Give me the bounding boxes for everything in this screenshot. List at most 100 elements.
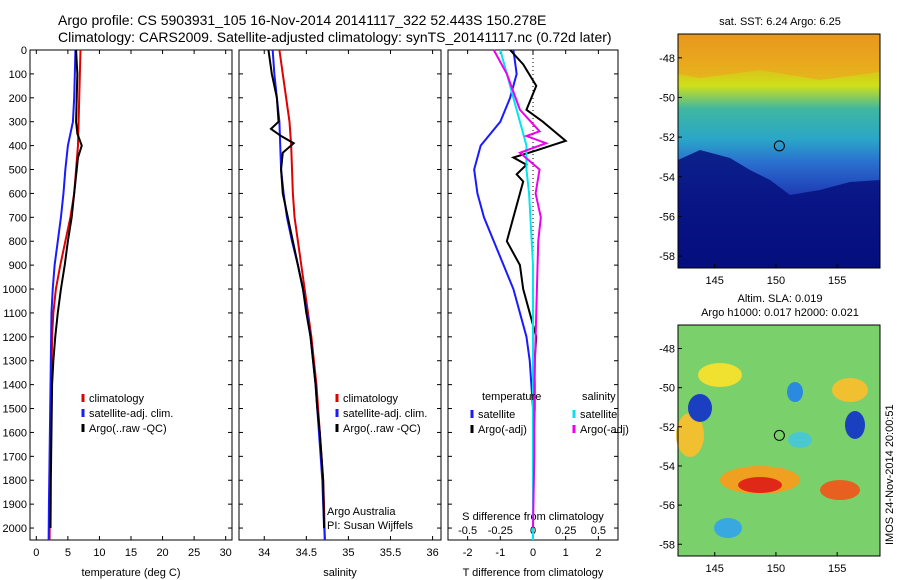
header-line2: Climatology: CARS2009. Satellite-adjuste…: [58, 29, 612, 45]
sst-warm-band: [678, 34, 880, 80]
map-y-tick-label: -50: [659, 383, 675, 395]
map-x-tick-label: 155: [828, 275, 846, 287]
argo-position-marker-sst: [773, 140, 785, 152]
x-tick-label: 10: [93, 547, 105, 559]
legend-label: satellite-adj. clim.: [343, 408, 427, 420]
x-tick-label: 2: [595, 547, 601, 559]
y-tick-label: 600: [9, 188, 27, 200]
s-tick-label: 0.5: [591, 525, 606, 537]
sla-map: Altim. SLA: 0.019 Argo h1000: 0.017 h200…: [659, 293, 881, 575]
x-tick-label: -2: [463, 547, 473, 559]
sst-map: sat. SST: 6.24 Argo: 6.25 145 150 155 -48 -5…: [659, 16, 881, 287]
sla-map-ticks: 145 150 155 -48 -50 -52 -54 -56 -58: [659, 343, 846, 575]
series-line: [499, 49, 534, 540]
legend-label: satellite: [580, 409, 617, 421]
y-tick-label: 100: [9, 69, 27, 81]
y-tick-label: 1900: [3, 499, 27, 511]
sla-map-subtitle: Argo h1000: 0.017 h2000: 0.021: [701, 307, 859, 319]
map-y-tick-label: -54: [659, 172, 675, 184]
y-tick-label: 1300: [3, 356, 27, 368]
sla-low-2: [845, 411, 865, 439]
sla-low-4: [714, 518, 742, 538]
legend-heading-temperature: temperature: [482, 391, 541, 403]
sla-high-5: [832, 378, 868, 402]
legend-label: Argo(-adj): [478, 424, 527, 436]
sla-low-5: [788, 432, 812, 448]
argo-position-marker-sla: [773, 429, 785, 441]
x-tick-label: 34: [258, 547, 270, 559]
y-tick-label: 1400: [3, 380, 27, 392]
legend-heading-salinity: salinity: [582, 391, 616, 403]
x-axis-label: T difference from climatology: [463, 567, 604, 579]
sla-map-title: Altim. SLA: 0.019: [738, 293, 823, 305]
s-tick-label: -0.25: [488, 525, 513, 537]
map-x-tick-label: 145: [706, 563, 724, 575]
map-y-tick-label: -58: [659, 539, 675, 551]
legend-label: satellite-adj. clim.: [89, 408, 173, 420]
map-x-tick-label: 145: [706, 275, 724, 287]
x-tick-label: 25: [188, 547, 200, 559]
x-tick-label: 20: [156, 547, 168, 559]
y-tick-label: 800: [9, 236, 27, 248]
legend-label: Argo(-adj): [580, 424, 629, 436]
y-tick-label: 900: [9, 260, 27, 272]
x-tick-label: 5: [65, 547, 71, 559]
s-tick-label: -0.5: [458, 525, 477, 537]
map-y-tick-label: -54: [659, 461, 675, 473]
y-tick-label: 1100: [3, 308, 27, 320]
x-tick-label: 0: [33, 547, 39, 559]
plot-frame: [29, 49, 233, 541]
y-tick-label: 400: [9, 141, 27, 153]
y-tick-label: 2000: [3, 523, 27, 535]
map-y-tick-label: -48: [659, 343, 675, 355]
difference-panel: -2 -1 0 1 2 T difference from climatology -0.5…: [447, 49, 629, 579]
map-y-tick-label: -52: [659, 422, 675, 434]
salinity-panel: 34 34.5 35 35.5 36 salinity climatology satelli…: [238, 49, 442, 579]
map-y-tick-label: -48: [659, 53, 675, 65]
x-tick-label: 1: [563, 547, 569, 559]
y-tick-label: 1800: [3, 475, 27, 487]
x-tick-label: 35: [342, 547, 354, 559]
sst-map-ticks: 145 150 155 -48 -50 -52 -54 -56 -58: [659, 53, 846, 287]
y-tick-label: 1700: [3, 451, 27, 463]
legend-label: Argo(..raw -QC): [343, 423, 421, 435]
legend-label: climatology: [343, 393, 399, 405]
y-tick-label: 300: [9, 117, 27, 129]
map-y-tick-label: -52: [659, 132, 675, 144]
legend-label: Argo(..raw -QC): [89, 423, 167, 435]
map-x-tick-label: 155: [828, 563, 846, 575]
series-line: [267, 49, 326, 529]
y-tick-label: 500: [9, 165, 27, 177]
x-tick-label: 35.5: [380, 547, 401, 559]
s-tick-label: 0.25: [555, 525, 576, 537]
plot-frame: [238, 49, 442, 541]
map-x-tick-label: 150: [767, 563, 785, 575]
sla-map-frame: [677, 324, 881, 557]
map-y-tick-label: -56: [659, 500, 675, 512]
y-tick-label: 1500: [3, 404, 27, 416]
annotation-text: PI: Susan Wijffels: [327, 520, 413, 532]
sst-cold-front: [678, 150, 880, 268]
sla-high-4: [820, 480, 860, 500]
imos-watermark: IMOS 24-Nov-2014 20:00:51: [884, 404, 896, 545]
map-y-tick-label: -58: [659, 251, 675, 263]
x-tick-label: 30: [220, 547, 232, 559]
sst-map-title: sat. SST: 6.24 Argo: 6.25: [719, 16, 841, 28]
x-tick-label: -1: [495, 547, 505, 559]
sla-high-1: [698, 363, 742, 387]
annotation-text: Argo Australia: [327, 506, 396, 518]
y-tick-label: 1000: [3, 284, 27, 296]
series-line: [49, 49, 83, 529]
x-tick-label: 0: [530, 547, 536, 559]
map-y-tick-label: -50: [659, 92, 675, 104]
header-line1: Argo profile: CS 5903931_105 16-Nov-2014…: [58, 12, 546, 28]
sla-high-3: [738, 477, 782, 493]
sla-anomalies: [676, 363, 868, 538]
x-axis-label: temperature (deg C): [81, 567, 180, 579]
y-tick-label: 200: [9, 93, 27, 105]
sla-low-1: [688, 394, 712, 422]
temperature-panel: 0 5 10 15 20 25 30 temperature (deg C) 0 100 200 30…: [3, 45, 233, 579]
legend-label: satellite: [478, 409, 515, 421]
series-line: [47, 49, 77, 541]
